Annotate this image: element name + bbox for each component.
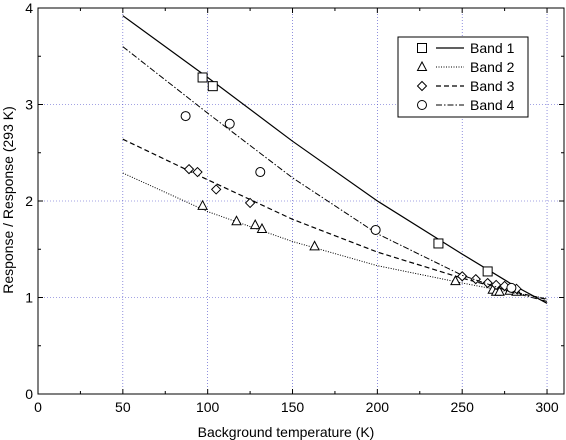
y-tick-label: 2 <box>25 193 33 209</box>
data-point <box>224 118 235 129</box>
x-tick-label: 200 <box>366 399 390 415</box>
data-point <box>244 197 256 209</box>
legend: Band 1 Band 2 Band 3 Band 4 <box>397 36 529 118</box>
data-point <box>207 81 218 92</box>
x-axis-title: Background temperature (K) <box>198 424 375 440</box>
data-point <box>370 224 381 235</box>
data-point <box>309 240 320 251</box>
series-4 <box>122 46 548 302</box>
data-point <box>255 167 266 178</box>
y-tick-label: 1 <box>25 290 33 306</box>
data-point <box>192 166 203 178</box>
data-point <box>231 215 242 226</box>
series-layer <box>122 15 548 304</box>
y-tick-label: 4 <box>25 0 33 16</box>
x-tick-label: 150 <box>281 399 305 415</box>
legend-marker <box>416 60 428 71</box>
data-point <box>482 266 493 277</box>
y-tick-label: 3 <box>25 97 33 113</box>
x-tick-label: 50 <box>115 399 131 415</box>
legend-label: Band 2 <box>470 59 515 75</box>
x-tick-label: 300 <box>535 399 559 415</box>
data-point <box>433 238 444 249</box>
data-point <box>197 72 208 83</box>
data-point <box>256 222 268 233</box>
x-tick-label: 250 <box>451 399 475 415</box>
legend-label: Band 1 <box>470 40 515 56</box>
legend-marker <box>416 80 428 92</box>
x-tick-label: 0 <box>34 399 42 415</box>
axes: 0 50 100 150 200 250 300 0 1 2 3 4 <box>25 0 565 415</box>
data-point <box>183 163 195 175</box>
data-point <box>494 285 505 296</box>
legend-marker <box>417 100 427 110</box>
y-tick-label: 0 <box>25 386 33 402</box>
data-point <box>470 273 481 285</box>
data-point <box>450 275 461 286</box>
data-point <box>506 282 517 293</box>
legend-label: Band 3 <box>470 78 515 94</box>
x-tick-label: 100 <box>196 399 220 415</box>
data-point <box>249 219 261 230</box>
series-line <box>122 172 548 299</box>
series-2 <box>122 172 548 299</box>
y-axis-title: Response / Response (293 K) <box>0 106 16 294</box>
legend-marker <box>417 43 427 53</box>
data-point <box>197 199 208 210</box>
legend-label: Band 4 <box>470 97 515 113</box>
data-point <box>210 184 222 195</box>
data-point <box>180 111 191 122</box>
